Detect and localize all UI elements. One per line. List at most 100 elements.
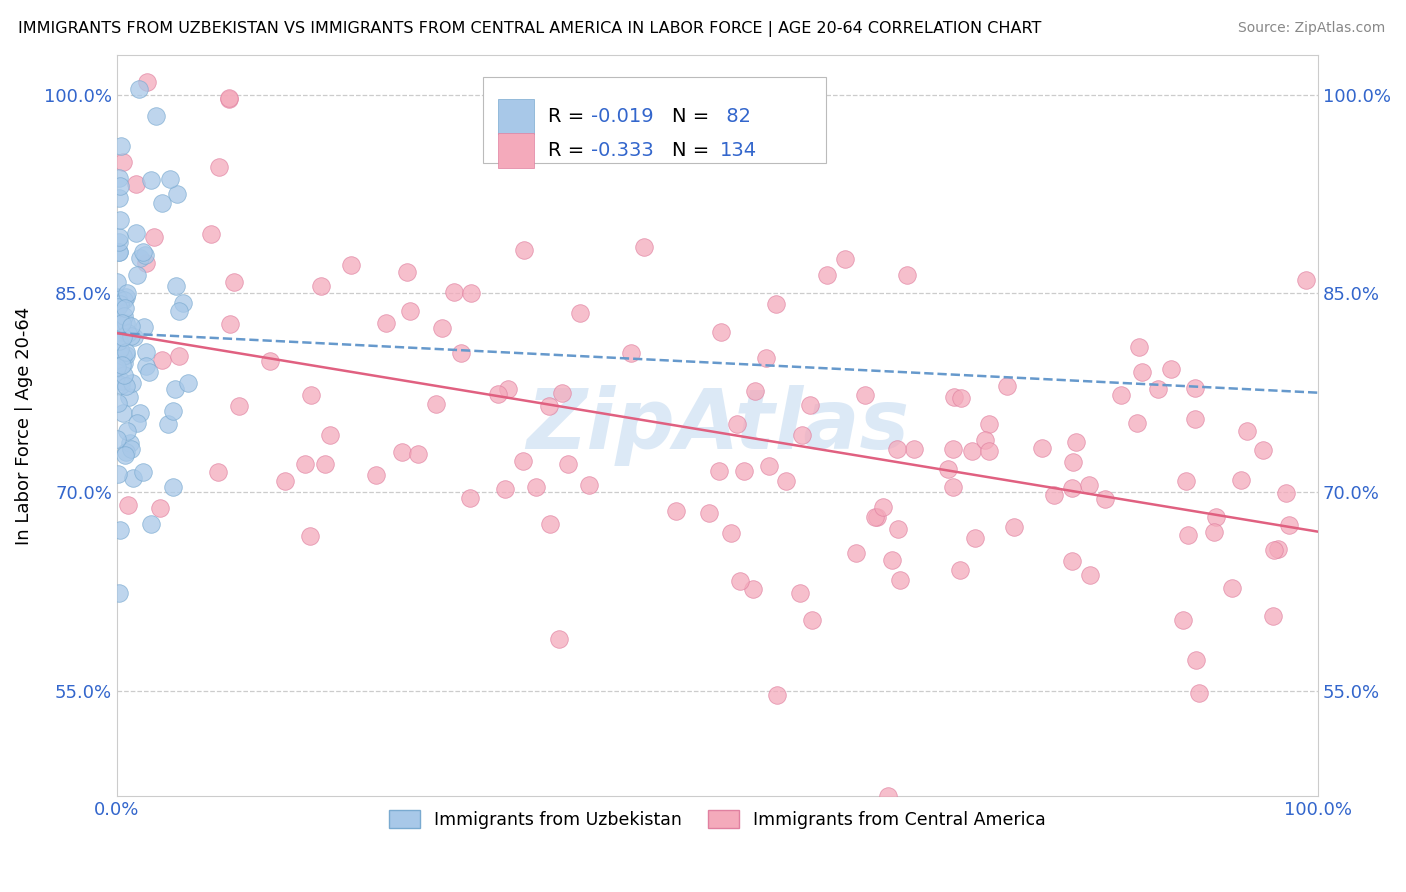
Point [111, 350, 134, 364]
Point [834, 252, 856, 266]
Point [107, 230, 129, 244]
Point [142, 230, 165, 244]
Point [115, 317, 138, 331]
Point [758, 459, 780, 474]
Text: R =: R = [548, 107, 591, 126]
Point [568, 306, 591, 320]
Point [228, 399, 250, 413]
Point [1062, 481, 1084, 495]
Point [163, 382, 186, 396]
Point [1184, 381, 1206, 395]
Point [218, 90, 240, 104]
Point [1042, 488, 1064, 502]
Point [218, 92, 240, 106]
Point [460, 286, 482, 301]
Point [294, 457, 316, 471]
Point [159, 172, 181, 186]
Point [218, 317, 240, 331]
Point [125, 417, 148, 431]
Point [1171, 613, 1194, 627]
Point [118, 390, 141, 404]
Text: Source: ZipAtlas.com: Source: ZipAtlas.com [1237, 21, 1385, 35]
Point [443, 285, 465, 299]
Point [399, 304, 422, 318]
Point [1263, 608, 1285, 623]
Point [120, 319, 142, 334]
Point [949, 564, 972, 578]
Point [110, 374, 132, 388]
Point [1205, 510, 1227, 524]
Point [949, 391, 972, 405]
Point [107, 333, 129, 347]
Point [107, 300, 129, 314]
Point [319, 428, 342, 442]
Point [110, 139, 132, 153]
Point [112, 356, 135, 370]
Point [942, 442, 965, 457]
Point [124, 177, 146, 191]
Point [396, 265, 419, 279]
Point [112, 329, 135, 343]
Text: 82: 82 [720, 107, 751, 126]
Point [1185, 653, 1208, 667]
Text: N =: N = [672, 107, 716, 126]
Point [965, 531, 987, 545]
Point [114, 445, 136, 459]
Point [107, 396, 129, 410]
Point [458, 491, 481, 506]
Point [1002, 520, 1025, 534]
Point [105, 432, 128, 446]
Point [845, 546, 868, 560]
Point [1220, 581, 1243, 595]
Point [973, 433, 995, 447]
Point [129, 252, 152, 266]
Point [259, 353, 281, 368]
Point [1094, 491, 1116, 506]
Point [166, 186, 188, 201]
Point [117, 326, 139, 340]
Point [111, 406, 134, 420]
Point [108, 342, 131, 356]
Point [1251, 442, 1274, 457]
Point [162, 404, 184, 418]
Point [111, 317, 134, 331]
Point [733, 464, 755, 478]
FancyBboxPatch shape [498, 99, 534, 135]
Point [110, 179, 132, 194]
Point [108, 235, 131, 250]
Point [167, 349, 190, 363]
Point [790, 427, 813, 442]
Point [547, 632, 569, 646]
Point [815, 268, 838, 282]
Point [1184, 412, 1206, 426]
Point [125, 227, 148, 241]
Point [512, 453, 534, 467]
Point [450, 346, 472, 360]
Point [1126, 416, 1149, 430]
Point [108, 244, 131, 259]
Point [1160, 362, 1182, 376]
Point [728, 574, 751, 588]
Point [207, 465, 229, 479]
Point [1236, 424, 1258, 438]
Point [110, 297, 132, 311]
Point [550, 385, 572, 400]
Point [1263, 543, 1285, 558]
Point [1147, 382, 1170, 396]
Point [1230, 474, 1253, 488]
Point [110, 212, 132, 227]
Point [120, 442, 142, 457]
Point [139, 173, 162, 187]
Point [110, 318, 132, 332]
Point [149, 500, 172, 515]
Point [105, 290, 128, 304]
Point [513, 243, 536, 257]
Point [114, 378, 136, 392]
Point [114, 448, 136, 462]
Point [114, 345, 136, 359]
Point [872, 500, 894, 515]
Point [145, 109, 167, 123]
Point [127, 268, 149, 282]
Point [121, 376, 143, 390]
Point [886, 442, 908, 456]
